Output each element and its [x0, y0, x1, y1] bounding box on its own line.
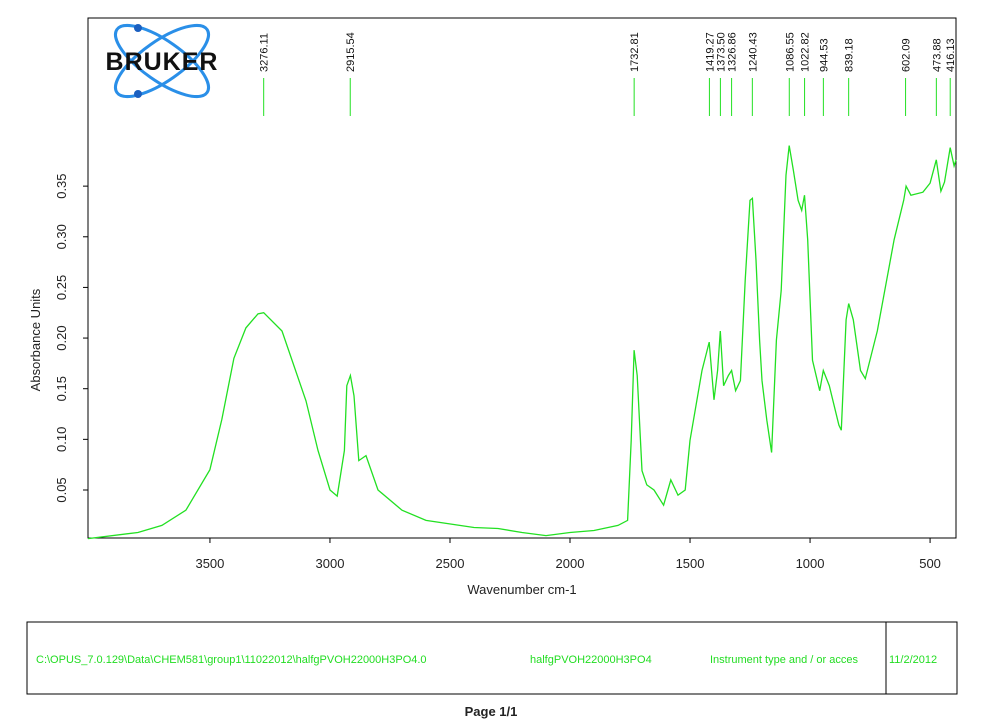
peak-label: 3276.11 [259, 33, 271, 72]
peak-label: 1086.55 [784, 32, 796, 72]
peak-label: 944.53 [818, 38, 830, 72]
peak-label: 839.18 [844, 38, 856, 72]
footer-instrument: Instrument type and / or acces [710, 654, 858, 666]
peak-label: 2915.54 [345, 32, 357, 72]
x-tick-label: 1500 [676, 556, 705, 571]
peak-label: 1240.43 [747, 32, 759, 72]
y-tick-label: 0.05 [54, 477, 69, 502]
peak-label: 602.09 [901, 38, 913, 72]
footer-path: C:\OPUS_7.0.129\Data\CHEM581\group1\1102… [36, 654, 427, 666]
y-tick-label: 0.10 [54, 427, 69, 452]
logo-orbit [114, 23, 210, 99]
y-tick-label: 0.15 [54, 376, 69, 401]
x-tick-label: 3500 [195, 556, 224, 571]
y-tick-label: 0.25 [54, 275, 69, 300]
y-tick-label: 0.20 [54, 325, 69, 350]
x-tick-label: 3000 [316, 556, 345, 571]
x-tick-label: 2000 [556, 556, 585, 571]
x-tick-label: 1000 [796, 556, 825, 571]
spectrum-line [87, 145, 957, 540]
logo-dot [134, 24, 142, 32]
footer-box [26, 621, 958, 695]
plot-frame [87, 17, 957, 539]
logo: BRUKER [106, 23, 219, 99]
peak-label: 1326.86 [727, 32, 739, 72]
page-number: Page 1/1 [465, 704, 518, 719]
logo-text: BRUKER [106, 48, 219, 76]
footer-sample: halfgPVOH22000H3PO4 [530, 654, 652, 666]
x-axis-title: Wavenumber cm-1 [467, 582, 576, 597]
logo-dot [134, 90, 142, 98]
logo-orbit [114, 23, 210, 99]
peak-label: 1022.82 [800, 32, 812, 72]
y-tick-label: 0.30 [54, 224, 69, 249]
peak-label: 416.13 [945, 38, 957, 72]
x-tick-label: 2500 [436, 556, 465, 571]
footer-date: 11/2/2012 [889, 654, 937, 666]
y-axis-title: Absorbance Units [28, 288, 43, 391]
peak-label: 1732.81 [629, 32, 641, 72]
peak-label: 473.88 [931, 38, 943, 72]
peak-label: 1419.27 [704, 32, 716, 72]
y-tick-label: 0.35 [54, 173, 69, 198]
peak-label: 1373.50 [715, 32, 727, 72]
x-tick-label: 500 [919, 556, 941, 571]
